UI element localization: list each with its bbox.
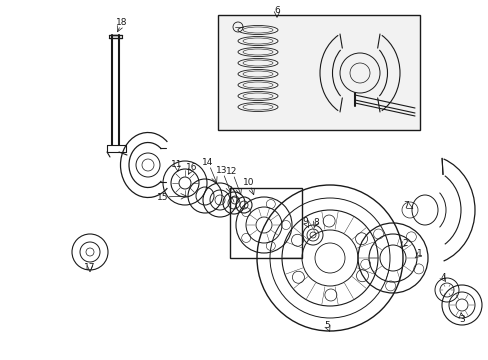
Text: 17: 17 (84, 264, 96, 273)
Text: 7: 7 (402, 201, 408, 210)
Text: 16: 16 (186, 162, 197, 171)
Text: 11: 11 (171, 159, 183, 168)
Text: 6: 6 (274, 5, 279, 14)
Text: 3: 3 (458, 315, 464, 324)
Text: 15: 15 (157, 193, 168, 202)
Bar (218, 15, 419, 130)
Text: 5: 5 (324, 320, 329, 329)
Text: 1: 1 (416, 249, 422, 258)
Text: 9: 9 (302, 216, 307, 225)
Text: 2: 2 (401, 239, 407, 248)
Text: 10: 10 (243, 177, 254, 186)
Text: 4: 4 (439, 274, 445, 283)
Text: 13: 13 (216, 166, 227, 175)
Text: 18: 18 (116, 18, 127, 27)
Bar (229, 188, 302, 258)
Text: 8: 8 (312, 217, 318, 226)
Text: 12: 12 (226, 166, 237, 176)
Text: 14: 14 (202, 158, 213, 166)
